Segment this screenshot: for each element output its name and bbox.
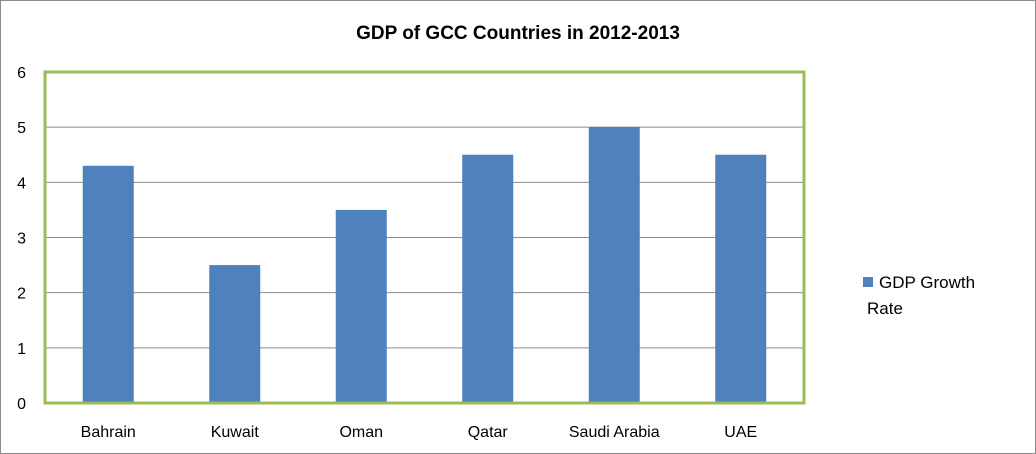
x-tick-label-bahrain: Bahrain <box>81 424 136 441</box>
y-tick-label-1: 1 <box>17 341 26 358</box>
plot-area-border <box>43 70 806 405</box>
y-tick-label-2: 2 <box>17 286 26 303</box>
gridlines <box>45 71 804 404</box>
x-tick-label-saudi-arabia: Saudi Arabia <box>569 424 660 441</box>
legend-label-line-1: GDP Growth <box>879 273 975 292</box>
bar-oman <box>335 209 387 403</box>
legend-label-line-2: Rate <box>867 299 903 318</box>
y-axis-tick-labels: 0 1 2 3 4 5 6 <box>17 65 26 413</box>
bar-qatar <box>462 154 514 403</box>
bar-saudi-arabia <box>588 127 640 404</box>
bar-uae <box>715 154 767 403</box>
x-tick-label-qatar: Qatar <box>468 424 509 441</box>
bars <box>82 127 767 404</box>
legend-swatch-gdp-growth-rate <box>863 277 873 287</box>
chart-title: GDP of GCC Countries in 2012-2013 <box>356 23 680 44</box>
x-tick-label-uae: UAE <box>724 424 757 441</box>
x-tick-label-oman: Oman <box>339 424 383 441</box>
y-tick-label-4: 4 <box>17 175 26 192</box>
bar-bahrain <box>82 165 134 403</box>
x-tick-label-kuwait: Kuwait <box>211 424 260 441</box>
legend: GDP Growth Rate <box>863 273 975 318</box>
bar-kuwait <box>209 265 261 403</box>
y-tick-label-5: 5 <box>17 120 26 137</box>
y-tick-label-6: 6 <box>17 65 26 82</box>
x-axis-tick-labels: Bahrain Kuwait Oman Qatar Saudi Arabia UAE <box>81 424 758 441</box>
y-tick-label-3: 3 <box>17 231 26 248</box>
y-tick-label-0: 0 <box>17 396 26 413</box>
